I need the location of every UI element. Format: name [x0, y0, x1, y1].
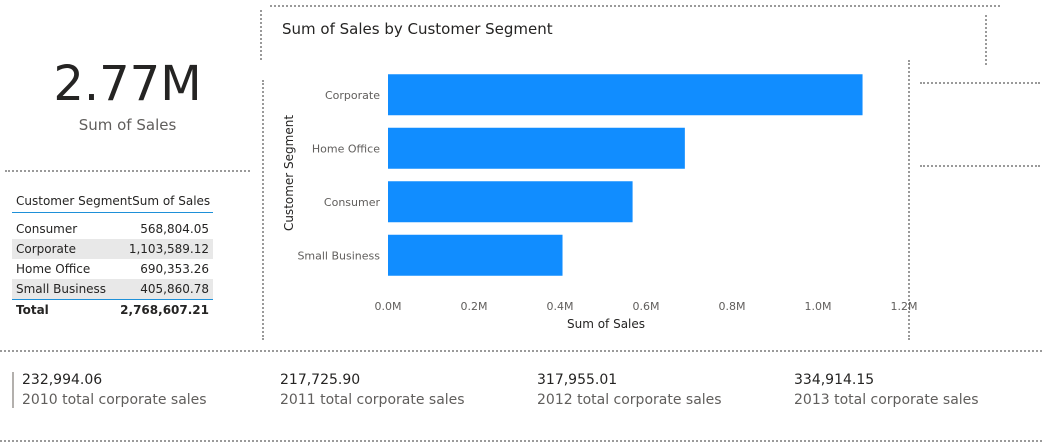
- kpi-value: 2.77M: [53, 56, 202, 112]
- cell-sales: 1,103,589.12: [128, 242, 209, 256]
- divider-left-top: [260, 10, 262, 60]
- header-sales[interactable]: Sum of Sales: [132, 194, 211, 208]
- divider-right-mid: [920, 82, 1040, 84]
- divider-right-top: [985, 15, 987, 65]
- cell-segment: Small Business: [16, 282, 107, 296]
- cell-segment: Consumer: [16, 222, 78, 236]
- stat-label: 2010 total corporate sales: [22, 392, 207, 408]
- divider-right-low: [920, 165, 1040, 167]
- divider-bottom-lower: [0, 440, 1042, 442]
- x-axis-label: Sum of Sales: [567, 317, 645, 331]
- stat-value: 334,914.15: [794, 372, 875, 388]
- y-tick-label: Consumer: [324, 196, 381, 209]
- divider-bottom-upper: [0, 350, 1042, 352]
- stat-value: 317,955.01: [537, 372, 618, 388]
- bar-chart[interactable]: Corporate Home Office Consumer Small Busine…: [270, 40, 930, 340]
- stat-accent-bar: [12, 372, 14, 408]
- header-segment[interactable]: Customer Segment: [16, 194, 133, 208]
- stat-value: 232,994.06: [22, 372, 103, 388]
- x-tick-label: 0.2M: [461, 300, 488, 313]
- kpi-card[interactable]: 2.77M Sum of Sales: [0, 30, 260, 170]
- x-tick-label: 0.0M: [375, 300, 402, 313]
- stat-label: 2012 total corporate sales: [537, 392, 722, 408]
- y-tick-label: Corporate: [325, 89, 380, 102]
- y-tick-label: Home Office: [312, 142, 380, 155]
- x-tick-label: 0.6M: [633, 300, 660, 313]
- cell-segment: Corporate: [16, 242, 76, 256]
- bar-small-business[interactable]: [388, 234, 563, 276]
- stat-card-2011[interactable]: 217,725.90 2011 total corporate sales: [280, 372, 465, 408]
- cell-segment: Home Office: [16, 262, 91, 276]
- stat-value: 217,725.90: [280, 372, 361, 388]
- table-row[interactable]: Home Office 690,353.26: [12, 259, 213, 279]
- stat-label: 2011 total corporate sales: [280, 392, 465, 408]
- divider-chart-left: [262, 80, 264, 340]
- total-label: Total: [16, 303, 49, 317]
- stat-card-2013[interactable]: 334,914.15 2013 total corporate sales: [794, 372, 979, 408]
- total-value: 2,768,607.21: [120, 303, 209, 317]
- divider-left-mid: [5, 170, 250, 172]
- stat-card-2010[interactable]: 232,994.06 2010 total corporate sales: [22, 372, 207, 408]
- table-row[interactable]: Small Business 405,860.78: [12, 279, 213, 299]
- x-tick-label: 1.2M: [891, 300, 918, 313]
- cell-sales: 568,804.05: [140, 222, 209, 236]
- x-tick-label: 0.8M: [719, 300, 746, 313]
- divider-top: [270, 5, 1000, 7]
- table-row[interactable]: Consumer 568,804.05: [12, 219, 213, 239]
- table-row[interactable]: Corporate 1,103,589.12: [12, 239, 213, 259]
- table-header: Customer Segment Sum of Sales: [12, 190, 213, 213]
- table-total-row: Total 2,768,607.21: [12, 299, 213, 320]
- cell-sales: 405,860.78: [140, 282, 209, 296]
- segment-table[interactable]: Customer Segment Sum of Sales Consumer 5…: [12, 190, 213, 320]
- stat-card-2012[interactable]: 317,955.01 2012 total corporate sales: [537, 372, 722, 408]
- x-tick-label: 1.0M: [805, 300, 832, 313]
- x-tick-label: 0.4M: [547, 300, 574, 313]
- kpi-label: Sum of Sales: [78, 116, 177, 134]
- bar-consumer[interactable]: [388, 181, 633, 223]
- divider-chart-right: [908, 60, 910, 340]
- bar-home-office[interactable]: [388, 127, 685, 169]
- stat-label: 2013 total corporate sales: [794, 392, 979, 408]
- cell-sales: 690,353.26: [140, 262, 209, 276]
- bar-corporate[interactable]: [388, 74, 863, 116]
- chart-title: Sum of Sales by Customer Segment: [282, 20, 553, 38]
- y-axis-label: Customer Segment: [282, 115, 296, 231]
- y-tick-label: Small Business: [297, 249, 380, 262]
